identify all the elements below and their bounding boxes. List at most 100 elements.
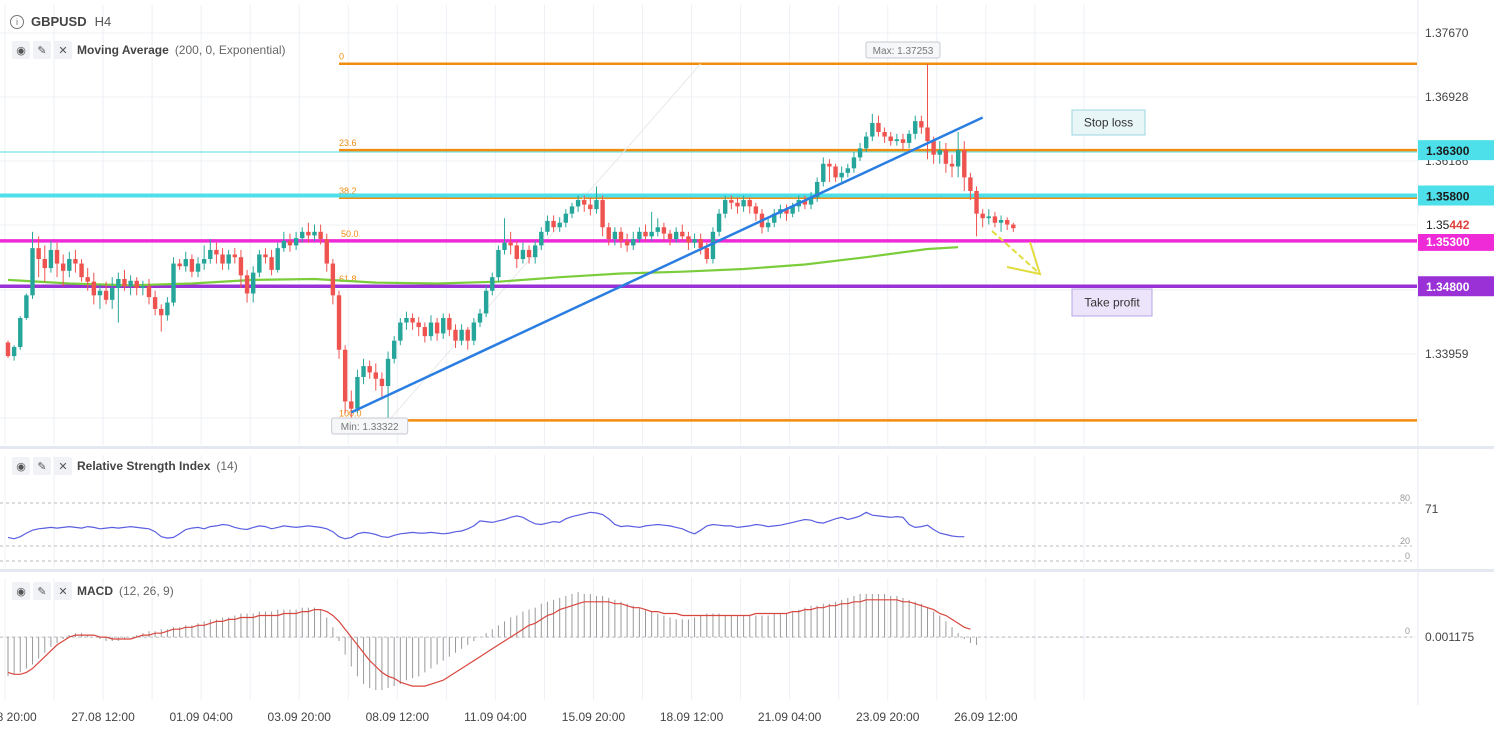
entry-level-price-box: [1418, 230, 1494, 251]
candle: [165, 297, 170, 321]
candle: [888, 132, 893, 146]
candle-body: [864, 136, 869, 149]
candle-body: [655, 227, 660, 232]
close-icon[interactable]: ✕: [54, 582, 72, 600]
close-icon[interactable]: ✕: [54, 41, 72, 59]
candle-body: [30, 248, 35, 296]
candle-body: [110, 288, 115, 300]
candle-body: [563, 213, 569, 223]
candle: [526, 245, 532, 264]
candle: [588, 197, 593, 216]
eye-icon[interactable]: ◉: [12, 41, 30, 59]
symbol-ticker: GBPUSD: [31, 14, 87, 29]
candle: [692, 233, 697, 249]
candle-body: [667, 233, 673, 240]
timeframe-label[interactable]: H4: [94, 14, 112, 29]
candle: [306, 222, 311, 243]
candle: [980, 209, 985, 228]
forecast-arrow-shaft: [991, 230, 1041, 275]
candle: [913, 115, 918, 140]
candle: [864, 132, 869, 152]
candle-body: [765, 222, 771, 228]
macd-signal-line: [7, 599, 971, 687]
candle: [391, 336, 397, 364]
candle-body: [588, 204, 593, 210]
candle-body: [36, 248, 41, 260]
macd-indicator-header: ◉ ✎ ✕ MACD (12, 26, 9): [12, 582, 174, 600]
candle-body: [643, 231, 648, 237]
forecast-arrow: [991, 230, 1042, 276]
candle-body: [1011, 224, 1016, 229]
macd-indicator-name: MACD: [77, 584, 113, 598]
candle-body: [520, 249, 526, 260]
candle: [845, 163, 851, 178]
candle-body: [103, 290, 109, 300]
macd-value-label: 0.001175: [1425, 630, 1474, 644]
candle: [673, 227, 679, 243]
candle: [36, 236, 41, 278]
entry-level-price-text: 1.35300: [1426, 235, 1470, 249]
min-price-label-box: [331, 417, 409, 435]
candle: [5, 340, 11, 358]
candle-body: [42, 259, 47, 269]
candle-body: [698, 239, 703, 249]
candle: [814, 177, 820, 202]
candle: [152, 290, 158, 316]
rsi-level-label: 20: [1400, 536, 1410, 546]
candle-body: [833, 166, 838, 178]
candle: [441, 313, 446, 339]
candle-body: [128, 280, 133, 287]
wrench-icon[interactable]: ✎: [33, 457, 51, 475]
candle: [91, 272, 97, 305]
candle-body: [747, 200, 752, 207]
candle-body: [342, 349, 348, 402]
candle-body: [692, 239, 697, 243]
candle-body: [293, 238, 299, 246]
candle-body: [483, 290, 489, 314]
candle: [563, 209, 569, 228]
candle: [680, 224, 685, 241]
candle-body: [159, 308, 164, 316]
fib-level-label: 50.0: [341, 229, 359, 239]
price-tick-label: 1.37670: [1425, 26, 1469, 40]
wrench-icon[interactable]: ✎: [33, 582, 51, 600]
candle-body: [355, 376, 360, 409]
candle-body: [974, 190, 979, 214]
candle-body: [882, 132, 887, 137]
candle-body: [551, 220, 556, 228]
candle-body: [226, 254, 231, 264]
candle-body: [391, 340, 397, 359]
macd-histogram: [7, 591, 978, 691]
stop-loss-note: Stop loss: [1071, 109, 1146, 136]
eye-icon[interactable]: ◉: [12, 457, 30, 475]
candle-body: [201, 259, 207, 264]
candle: [318, 224, 323, 245]
candle-body: [575, 200, 581, 207]
candle-body: [906, 133, 912, 143]
take-profit-level-price-box: [1418, 276, 1494, 297]
close-icon[interactable]: ✕: [54, 457, 72, 475]
candle-body: [183, 259, 188, 267]
candle-body: [373, 372, 378, 379]
candle: [97, 284, 103, 309]
candle-body: [361, 366, 366, 377]
candle-body: [477, 313, 483, 323]
candle: [116, 272, 121, 323]
rsi-level-label: 80: [1400, 493, 1410, 503]
info-icon[interactable]: i: [10, 14, 24, 29]
candle-body: [244, 275, 250, 294]
candle-body: [968, 177, 973, 191]
candle: [183, 251, 188, 272]
eye-icon[interactable]: ◉: [12, 582, 30, 600]
wrench-icon[interactable]: ✎: [33, 41, 51, 59]
candle: [398, 317, 403, 346]
candle: [336, 290, 342, 359]
candle: [962, 141, 967, 191]
candle: [594, 186, 599, 214]
candle-body: [919, 121, 924, 128]
time-tick-label: 15.09 20:00: [562, 710, 626, 724]
candle-body: [949, 163, 955, 167]
candle-body: [441, 317, 446, 334]
max-price-label: Max: 1.37253: [865, 41, 941, 59]
